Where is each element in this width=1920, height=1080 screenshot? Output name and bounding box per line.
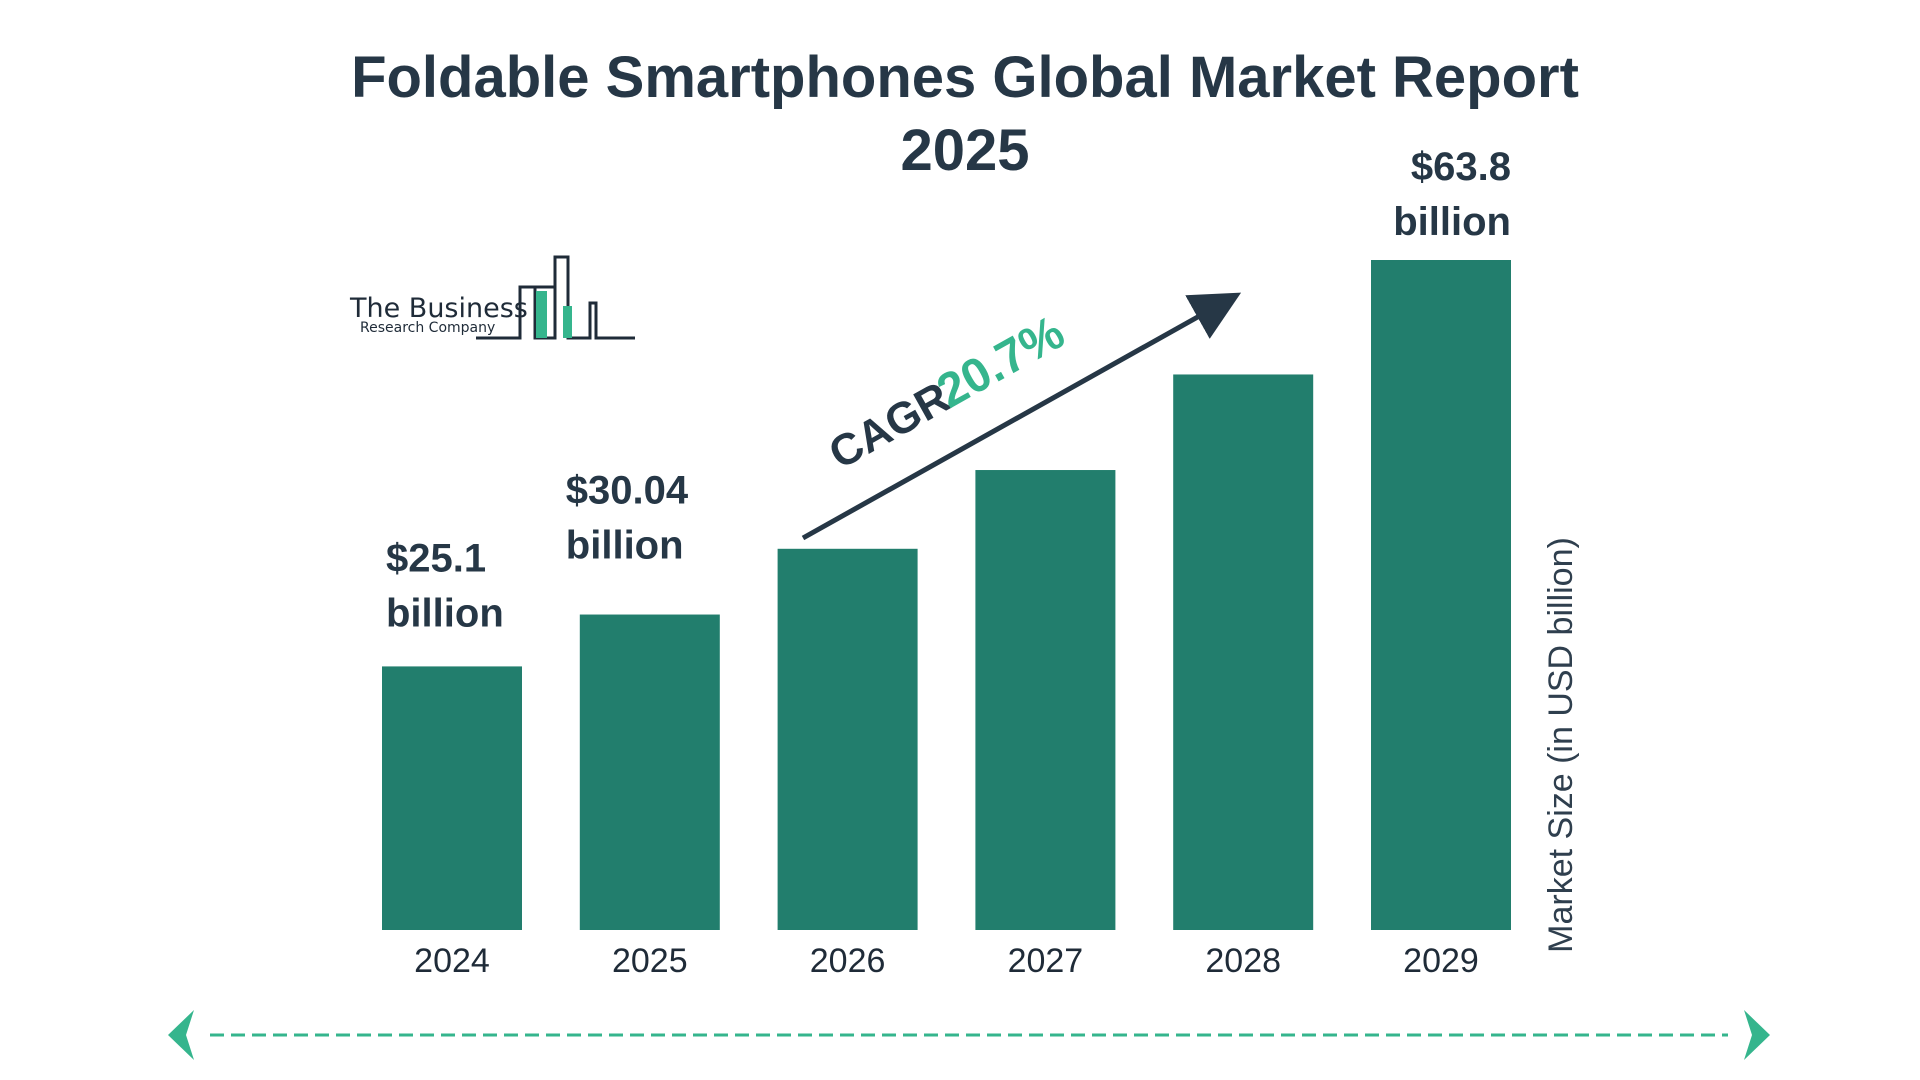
cagr-arrow: [801, 292, 1242, 541]
bar-2028: [1173, 374, 1314, 931]
chart-title-line2: 2025: [900, 118, 1029, 183]
bar-2026: [777, 548, 918, 930]
x-tick-label-2027: 2027: [1008, 942, 1084, 980]
x-tick-label-2026: 2026: [810, 942, 886, 980]
x-tick-label-2028: 2028: [1205, 942, 1281, 980]
value-labels: $25.1 billion $30.04 billion $63.8 billion: [386, 145, 1511, 635]
x-tick-label-2029: 2029: [1403, 942, 1479, 980]
value-label-2025-unit: billion: [566, 524, 684, 568]
value-label-2024-unit: billion: [386, 591, 504, 635]
value-label-2029-amount: $63.8: [1411, 145, 1511, 189]
bar-2025: [579, 614, 720, 930]
value-label-2025-amount: $30.04: [566, 469, 689, 513]
x-tick-label-2025: 2025: [612, 942, 688, 980]
logo-building-icon: [476, 255, 635, 340]
company-logo: The Business Research Company: [349, 255, 635, 340]
cagr-value: 20.7%: [929, 306, 1074, 419]
bars-group: [382, 260, 1511, 931]
x-tick-label-2024: 2024: [414, 942, 490, 980]
bar-2024: [382, 666, 522, 930]
x-tick-labels: 2024 2025 2026 2027 2028 2029: [414, 942, 1479, 980]
logo-name-line2: Research Company: [360, 320, 495, 336]
logo-name-line1: The Business: [349, 293, 528, 324]
bar-2027: [975, 470, 1116, 930]
chart-title-line1: Foldable Smartphones Global Market Repor…: [351, 45, 1579, 110]
bar-2029: [1371, 260, 1511, 930]
left-arrow-icon: [168, 1010, 194, 1060]
value-label-2024-amount: $25.1: [386, 536, 486, 580]
right-arrow-icon: [1744, 1010, 1770, 1060]
bottom-timeline-decoration: [168, 1010, 1770, 1060]
y-axis-label: Market Size (in USD billion): [1542, 537, 1580, 953]
value-label-2029-unit: billion: [1393, 200, 1511, 244]
